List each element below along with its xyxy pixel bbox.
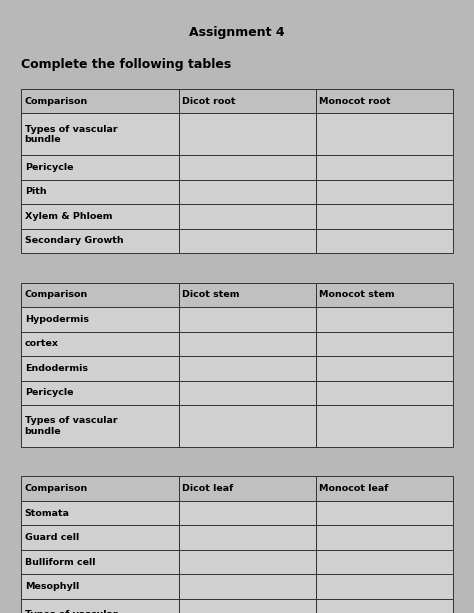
Bar [179,525,316,550]
Text: Secondary Growth: Secondary Growth [25,237,123,245]
Bar [179,204,316,229]
Bar [316,229,453,253]
Bar [21,113,179,155]
Text: Xylem & Phloem: Xylem & Phloem [25,212,112,221]
Bar [179,356,316,381]
Bar [316,356,453,381]
Text: Dicot root: Dicot root [182,97,236,105]
Bar [179,229,316,253]
Bar [21,307,179,332]
Bar [316,283,453,307]
Text: Comparison: Comparison [25,291,88,299]
Bar [21,155,179,180]
Bar [21,204,179,229]
Text: cortex: cortex [25,340,59,348]
Bar [316,476,453,501]
Bar [179,332,316,356]
Text: Assignment 4: Assignment 4 [189,26,285,39]
Text: Monocot leaf: Monocot leaf [319,484,389,493]
Bar [21,599,179,613]
Text: Monocot root: Monocot root [319,97,391,105]
Text: Guard cell: Guard cell [25,533,79,542]
Bar [21,525,179,550]
Bar [316,307,453,332]
Text: Stomata: Stomata [25,509,70,517]
Text: Complete the following tables: Complete the following tables [21,58,232,71]
Bar [316,599,453,613]
Text: Dicot leaf: Dicot leaf [182,484,233,493]
Bar [179,476,316,501]
Bar [179,405,316,447]
Bar [316,332,453,356]
Bar [21,574,179,599]
Text: Monocot stem: Monocot stem [319,291,395,299]
Text: Pith: Pith [25,188,46,196]
Bar [316,204,453,229]
Bar [21,332,179,356]
Bar [316,113,453,155]
Bar [316,574,453,599]
Bar [316,405,453,447]
Bar [179,599,316,613]
Bar [179,381,316,405]
Bar [21,283,179,307]
Bar [179,113,316,155]
Bar [316,381,453,405]
Bar [21,381,179,405]
Text: Endodermis: Endodermis [25,364,88,373]
Bar [316,501,453,525]
Bar [179,307,316,332]
Bar [179,155,316,180]
Text: Mesophyll: Mesophyll [25,582,79,591]
Text: Pericycle: Pericycle [25,389,73,397]
Text: Types of vascular
bundle: Types of vascular bundle [25,416,117,436]
Bar [179,550,316,574]
Bar [316,180,453,204]
Bar [21,476,179,501]
Text: Pericycle: Pericycle [25,163,73,172]
Bar [21,89,179,113]
Bar [316,155,453,180]
Text: Dicot stem: Dicot stem [182,291,239,299]
Text: Comparison: Comparison [25,484,88,493]
Bar [21,180,179,204]
Bar [179,283,316,307]
Bar [21,229,179,253]
Text: Hypodermis: Hypodermis [25,315,89,324]
Bar [316,550,453,574]
Bar [179,89,316,113]
Bar [21,356,179,381]
Bar [21,501,179,525]
Bar [316,89,453,113]
Bar [179,574,316,599]
Text: Bulliform cell: Bulliform cell [25,558,95,566]
Bar [21,405,179,447]
Text: Comparison: Comparison [25,97,88,105]
Text: Types of vascular
bundle: Types of vascular bundle [25,124,117,144]
Bar [316,525,453,550]
Bar [21,550,179,574]
Text: Types of vascular
bundle: Types of vascular bundle [25,610,117,613]
Bar [179,501,316,525]
Bar [179,180,316,204]
